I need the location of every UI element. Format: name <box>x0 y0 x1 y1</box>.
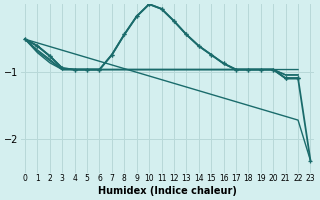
X-axis label: Humidex (Indice chaleur): Humidex (Indice chaleur) <box>98 186 237 196</box>
